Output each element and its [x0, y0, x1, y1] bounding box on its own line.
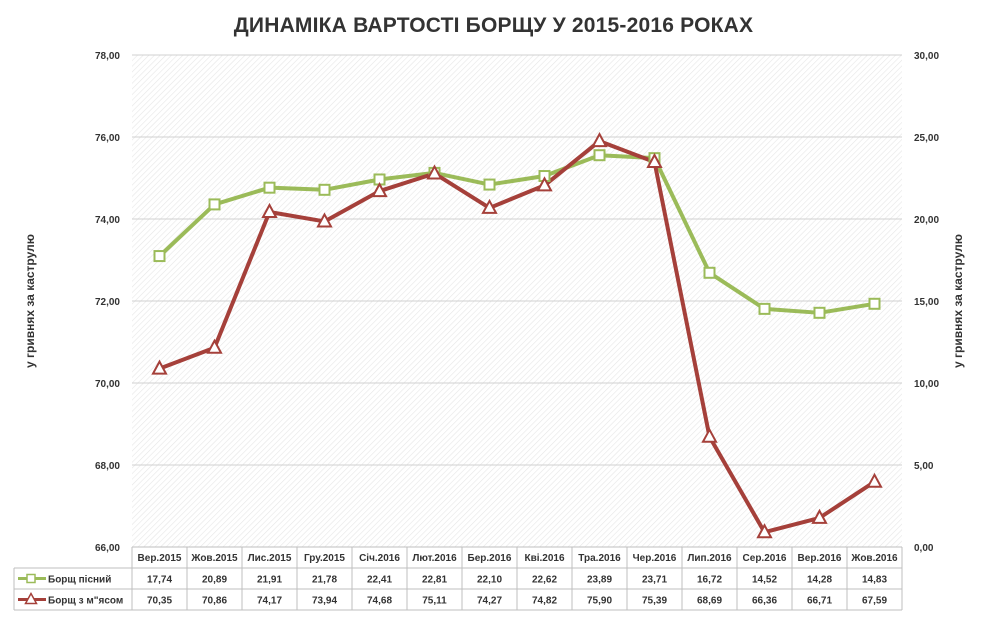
data-point-marker — [811, 508, 828, 524]
data-label: 21,91 — [257, 575, 282, 586]
data-label: 74,17 — [257, 596, 282, 607]
data-label: 74,68 — [367, 596, 392, 607]
data-label: 14,28 — [807, 575, 832, 586]
data-label: 75,11 — [422, 596, 447, 607]
category-label: Чер.2016 — [633, 553, 677, 564]
data-point-marker — [371, 182, 388, 198]
data-point-marker — [593, 149, 606, 162]
left-tick-label: 74,00 — [95, 215, 120, 226]
legend-label: Борщ пісний — [48, 575, 111, 586]
right-tick-label: 30,00 — [914, 51, 939, 62]
left-tick-label: 70,00 — [95, 379, 120, 390]
data-label: 73,94 — [312, 596, 337, 607]
data-point-marker — [813, 306, 826, 319]
right-tick-label: 15,00 — [914, 297, 939, 308]
data-label: 14,52 — [752, 575, 777, 586]
legend-label: Борщ з м"ясом — [48, 596, 123, 607]
category-label: Кві.2016 — [524, 553, 564, 564]
data-label: 21,78 — [312, 575, 337, 586]
category-label: Бер.2016 — [468, 553, 512, 564]
data-point-marker — [703, 266, 716, 279]
data-label: 70,35 — [147, 596, 172, 607]
category-label: Гру.2015 — [304, 553, 345, 564]
data-point-marker — [261, 202, 278, 219]
data-label: 17,74 — [147, 575, 172, 586]
right-tick-label: 0,00 — [914, 543, 934, 554]
data-label: 70,86 — [202, 596, 227, 607]
data-label: 66,71 — [807, 596, 832, 607]
chart-title: ДИНАМІКА ВАРТОСТІ БОРЩУ У 2015-2016 РОКА… — [233, 14, 754, 37]
data-point-marker — [483, 178, 496, 191]
data-label: 23,71 — [642, 575, 667, 586]
data-point-marker — [426, 164, 443, 180]
data-label: 22,41 — [367, 575, 392, 586]
left-tick-label: 72,00 — [95, 297, 120, 308]
data-point-marker — [536, 176, 553, 192]
legend-marker — [26, 573, 36, 584]
data-point-marker — [151, 359, 168, 375]
data-label: 23,89 — [587, 575, 612, 586]
data-point-marker — [866, 472, 883, 488]
data-point-marker — [481, 198, 498, 214]
category-label: Лис.2015 — [248, 553, 292, 564]
data-point-marker — [591, 132, 608, 148]
data-point-marker — [646, 152, 663, 169]
data-label: 16,72 — [697, 575, 722, 586]
data-point-marker — [316, 212, 333, 228]
category-label: Жов.2015 — [190, 553, 238, 564]
right-tick-label: 25,00 — [914, 133, 939, 144]
data-point-marker — [701, 427, 718, 443]
left-tick-label: 78,00 — [95, 51, 120, 62]
category-label: Січ.2016 — [359, 553, 400, 564]
data-point-marker — [206, 338, 223, 354]
data-label: 74,82 — [532, 596, 557, 607]
data-point-marker — [758, 302, 771, 315]
category-label: Жов.2016 — [850, 553, 898, 564]
right-tick-label: 10,00 — [914, 379, 939, 390]
data-point-marker — [153, 250, 166, 263]
data-label: 68,69 — [697, 596, 722, 607]
data-label: 22,62 — [532, 575, 557, 586]
series-line-2 — [157, 139, 877, 535]
data-label: 20,89 — [202, 575, 227, 586]
data-label: 74,27 — [477, 596, 502, 607]
data-label: 22,81 — [422, 575, 447, 586]
data-label: 75,90 — [587, 596, 612, 607]
category-label: Сер.2016 — [743, 553, 787, 564]
category-label: Вер.2015 — [138, 553, 182, 564]
data-label: 67,59 — [862, 596, 887, 607]
right-tick-label: 20,00 — [914, 215, 939, 226]
data-point-marker — [318, 183, 331, 196]
left-tick-label: 68,00 — [95, 461, 120, 472]
data-point-marker — [868, 297, 881, 310]
right-tick-label: 5,00 — [914, 461, 934, 472]
series-line-1 — [157, 153, 877, 315]
category-label: Лют.2016 — [412, 553, 457, 564]
data-label: 14,83 — [862, 575, 887, 586]
left-tick-label: 66,00 — [95, 543, 120, 554]
category-label: Вер.2016 — [798, 553, 842, 564]
data-point-marker — [208, 198, 221, 211]
data-label: 75,39 — [642, 596, 667, 607]
legend-marker — [24, 591, 38, 605]
right-axis-title: у гривнях за каструлю — [951, 234, 965, 368]
data-label: 22,10 — [477, 575, 502, 586]
data-point-marker — [263, 181, 276, 194]
data-label: 66,36 — [752, 596, 777, 607]
data-point-marker — [756, 523, 773, 539]
category-label: Тра.2016 — [578, 553, 621, 564]
category-label: Лип.2016 — [687, 553, 732, 564]
left-tick-label: 76,00 — [95, 133, 120, 144]
left-axis-title: у гривнях за каструлю — [23, 234, 37, 368]
